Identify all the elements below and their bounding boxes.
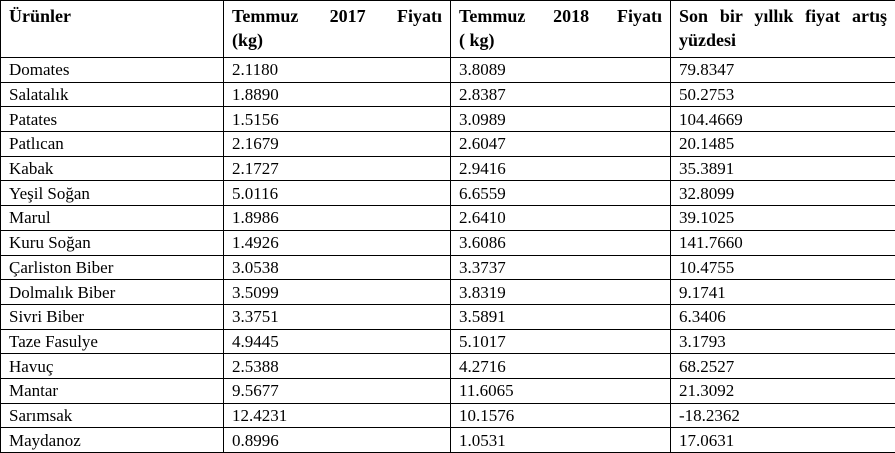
- price-2017-cell: 2.1727: [223, 155, 451, 182]
- price-2017-cell: 3.3751: [223, 303, 451, 330]
- change-pct-cell: 9.1741: [670, 279, 895, 305]
- change-pct-cell: 21.3092: [670, 377, 895, 404]
- price-2017-cell: 1.4926: [223, 229, 451, 256]
- change-pct-cell: 39.1025: [670, 205, 895, 231]
- table-row: Maydanoz 0.8996 1.0531 17.0631: [0, 427, 895, 453]
- price-2018-cell: 4.2716: [450, 353, 671, 379]
- change-pct-cell: 20.1485: [670, 131, 895, 157]
- header-price-2018: Temmuz 2018 Fiyatı ( kg): [450, 0, 671, 58]
- price-2017-cell: 12.4231: [223, 402, 451, 429]
- price-2017-cell: 9.5677: [223, 377, 451, 404]
- table-row: Marul 1.8986 2.6410 39.1025: [0, 205, 895, 231]
- header-price-2018-line1: Temmuz 2018 Fiyatı: [459, 6, 662, 26]
- product-cell: Havuç: [0, 353, 224, 379]
- change-pct-cell: 17.0631: [670, 427, 895, 453]
- price-2017-cell: 2.1679: [223, 131, 451, 157]
- table-row: Sivri Biber 3.3751 3.5891 6.3406: [0, 303, 895, 330]
- table-row: Kuru Soğan 1.4926 3.6086 141.7660: [0, 229, 895, 256]
- header-price-2017-line2: (kg): [232, 30, 263, 50]
- price-2017-cell: 3.0538: [223, 254, 451, 281]
- change-pct-cell: 32.8099: [670, 180, 895, 207]
- table-row: Domates 2.1180 3.8089 79.8347: [0, 57, 895, 83]
- product-cell: Salatalık: [0, 81, 224, 108]
- product-cell: Sarımsak: [0, 402, 224, 429]
- change-pct-cell: 35.3891: [670, 155, 895, 182]
- change-pct-cell: 68.2527: [670, 353, 895, 379]
- table-row: Havuç 2.5388 4.2716 68.2527: [0, 353, 895, 379]
- table-row: Mantar 9.5677 11.6065 21.3092: [0, 377, 895, 404]
- price-2018-cell: 3.8089: [450, 57, 671, 83]
- header-products: Ürünler: [0, 0, 224, 58]
- table-row: Patates 1.5156 3.0989 104.4669: [0, 106, 895, 133]
- change-pct-cell: 141.7660: [670, 229, 895, 256]
- price-2018-cell: 10.1576: [450, 402, 671, 429]
- product-cell: Çarliston Biber: [0, 254, 224, 281]
- product-cell: Sivri Biber: [0, 303, 224, 330]
- price-2018-cell: 2.8387: [450, 81, 671, 108]
- price-2018-cell: 3.6086: [450, 229, 671, 256]
- change-pct-cell: 10.4755: [670, 254, 895, 281]
- product-cell: Mantar: [0, 377, 224, 404]
- product-cell: Yeşil Soğan: [0, 180, 224, 207]
- table-row: Salatalık 1.8890 2.8387 50.2753: [0, 81, 895, 108]
- change-pct-cell: 104.4669: [670, 106, 895, 133]
- product-cell: Dolmalık Biber: [0, 279, 224, 305]
- change-pct-cell: 50.2753: [670, 81, 895, 108]
- price-2018-cell: 2.6410: [450, 205, 671, 231]
- table-row: Patlıcan 2.1679 2.6047 20.1485: [0, 131, 895, 157]
- header-change-pct-line2: yüzdesi: [679, 30, 737, 50]
- price-2018-cell: 6.6559: [450, 180, 671, 207]
- price-2018-cell: 2.6047: [450, 131, 671, 157]
- product-cell: Patates: [0, 106, 224, 133]
- change-pct-cell: 3.1793: [670, 328, 895, 355]
- price-2017-cell: 1.8890: [223, 81, 451, 108]
- price-2018-cell: 3.3737: [450, 254, 671, 281]
- price-2018-cell: 11.6065: [450, 377, 671, 404]
- product-cell: Maydanoz: [0, 427, 224, 453]
- header-price-2017: Temmuz 2017 Fiyatı (kg): [223, 0, 451, 58]
- header-row: Ürünler Temmuz 2017 Fiyatı (kg) Temmuz 2…: [0, 0, 895, 58]
- table-row: Sarımsak 12.4231 10.1576 -18.2362: [0, 402, 895, 429]
- product-cell: Kuru Soğan: [0, 229, 224, 256]
- table-row: Taze Fasulye 4.9445 5.1017 3.1793: [0, 328, 895, 355]
- table-header: Ürünler Temmuz 2017 Fiyatı (kg) Temmuz 2…: [0, 0, 895, 58]
- change-pct-cell: 79.8347: [670, 57, 895, 83]
- header-change-pct: Son bir yıllık fiyat artış yüzdesi: [670, 0, 895, 58]
- header-products-line1: Ürünler: [9, 6, 71, 26]
- change-pct-cell: -18.2362: [670, 402, 895, 429]
- price-2018-cell: 3.0989: [450, 106, 671, 133]
- price-2017-cell: 1.8986: [223, 205, 451, 231]
- price-2017-cell: 4.9445: [223, 328, 451, 355]
- price-2017-cell: 2.1180: [223, 57, 451, 83]
- price-2017-cell: 2.5388: [223, 353, 451, 379]
- price-2018-cell: 2.9416: [450, 155, 671, 182]
- header-price-2017-line1: Temmuz 2017 Fiyatı: [232, 6, 442, 26]
- price-2017-cell: 0.8996: [223, 427, 451, 453]
- table-body: Domates 2.1180 3.8089 79.8347 Salatalık 1.889…: [0, 57, 895, 453]
- product-cell: Domates: [0, 57, 224, 83]
- table-row: Kabak 2.1727 2.9416 35.3891: [0, 155, 895, 182]
- change-pct-cell: 6.3406: [670, 303, 895, 330]
- product-cell: Marul: [0, 205, 224, 231]
- price-2018-cell: 3.5891: [450, 303, 671, 330]
- product-cell: Kabak: [0, 155, 224, 182]
- table-row: Çarliston Biber 3.0538 3.3737 10.4755: [0, 254, 895, 281]
- price-2017-cell: 3.5099: [223, 279, 451, 305]
- price-2018-cell: 5.1017: [450, 328, 671, 355]
- header-price-2018-line2: ( kg): [459, 30, 495, 50]
- price-2017-cell: 5.0116: [223, 180, 451, 207]
- table-row: Yeşil Soğan 5.0116 6.6559 32.8099: [0, 180, 895, 207]
- table-row: Dolmalık Biber 3.5099 3.8319 9.1741: [0, 279, 895, 305]
- price-2018-cell: 1.0531: [450, 427, 671, 453]
- price-2018-cell: 3.8319: [450, 279, 671, 305]
- product-cell: Patlıcan: [0, 131, 224, 157]
- header-change-pct-line1: Son bir yıllık fiyat artış: [679, 6, 887, 26]
- price-2017-cell: 1.5156: [223, 106, 451, 133]
- product-cell: Taze Fasulye: [0, 328, 224, 355]
